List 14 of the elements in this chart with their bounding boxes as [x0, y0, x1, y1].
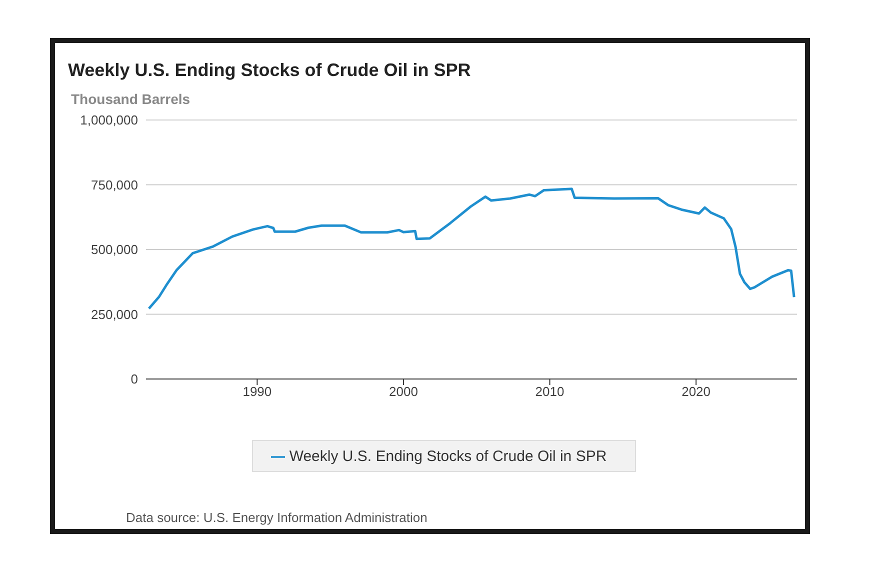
chart-title: Weekly U.S. Ending Stocks of Crude Oil in SPR [68, 60, 471, 81]
legend-label: Weekly U.S. Ending Stocks of Crude Oil in SPR [289, 448, 607, 464]
x-tick-label: 2000 [389, 384, 418, 400]
source-note: Data source: U.S. Energy Information Administration [126, 510, 428, 525]
y-axis-title: Thousand Barrels [71, 91, 190, 107]
line-series [148, 188, 796, 310]
x-tick-label: 1990 [242, 384, 272, 400]
y-tick-label: 1,000,000 [80, 112, 138, 128]
x-tick-label: 2020 [682, 384, 711, 400]
y-tick-label: 0 [130, 372, 138, 387]
y-tick-label: 750,000 [91, 177, 138, 192]
y-tick-label: 500,000 [91, 242, 138, 258]
y-tick-label: 250,000 [91, 306, 138, 322]
x-tick-label: 2010 [535, 384, 564, 400]
